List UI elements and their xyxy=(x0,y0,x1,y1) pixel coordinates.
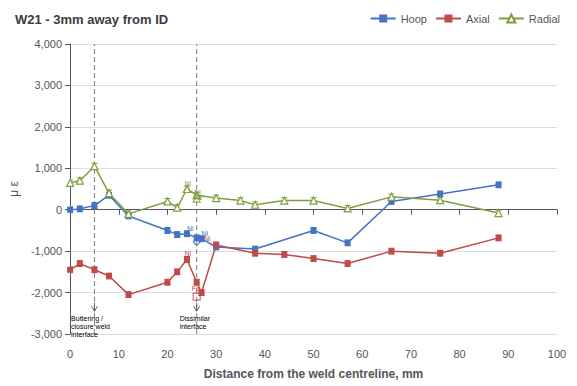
svg-text:20: 20 xyxy=(161,348,173,360)
svg-text:-2,000: -2,000 xyxy=(31,287,62,299)
svg-text:80: 80 xyxy=(453,348,465,360)
svg-text:4,000: 4,000 xyxy=(35,38,63,50)
svg-text:Ni: Ni xyxy=(185,180,192,187)
svg-text:90: 90 xyxy=(502,348,514,360)
svg-text:Fe: Fe xyxy=(194,194,202,201)
svg-text:-3,000: -3,000 xyxy=(31,328,62,340)
svg-text:Distance from the weld centrel: Distance from the weld centreline, mm xyxy=(204,367,423,381)
svg-text:2,000: 2,000 xyxy=(35,121,63,133)
svg-text:10: 10 xyxy=(113,348,125,360)
svg-text:Ni: Ni xyxy=(204,235,211,242)
svg-text:W21 - 3mm away from ID: W21 - 3mm away from ID xyxy=(15,12,168,27)
svg-text:closure weld: closure weld xyxy=(71,323,110,330)
svg-text:-1,000: -1,000 xyxy=(31,245,62,257)
svg-text:100: 100 xyxy=(548,348,566,360)
svg-text:Hoop: Hoop xyxy=(401,13,427,25)
svg-text:40: 40 xyxy=(259,348,271,360)
svg-text:0: 0 xyxy=(56,204,62,216)
svg-text:70: 70 xyxy=(405,348,417,360)
svg-text:Buttering /: Buttering / xyxy=(71,315,103,323)
svg-text:50: 50 xyxy=(307,348,319,360)
svg-text:Fe: Fe xyxy=(194,235,202,242)
svg-text:Dissimilar: Dissimilar xyxy=(180,315,211,322)
svg-text:Ni: Ni xyxy=(187,225,194,232)
svg-text:1,000: 1,000 xyxy=(35,162,63,174)
svg-text:3,000: 3,000 xyxy=(35,79,63,91)
svg-text:60: 60 xyxy=(356,348,368,360)
svg-text:interface: interface xyxy=(71,331,98,338)
svg-text:0: 0 xyxy=(67,348,73,360)
svg-text:Ni: Ni xyxy=(185,250,192,257)
svg-text:μ ε: μ ε xyxy=(7,181,21,197)
svg-text:Axial: Axial xyxy=(466,13,490,25)
svg-text:Radial: Radial xyxy=(529,13,560,25)
svg-text:Fe: Fe xyxy=(192,285,200,292)
svg-text:interface: interface xyxy=(180,323,207,330)
svg-text:30: 30 xyxy=(210,348,222,360)
